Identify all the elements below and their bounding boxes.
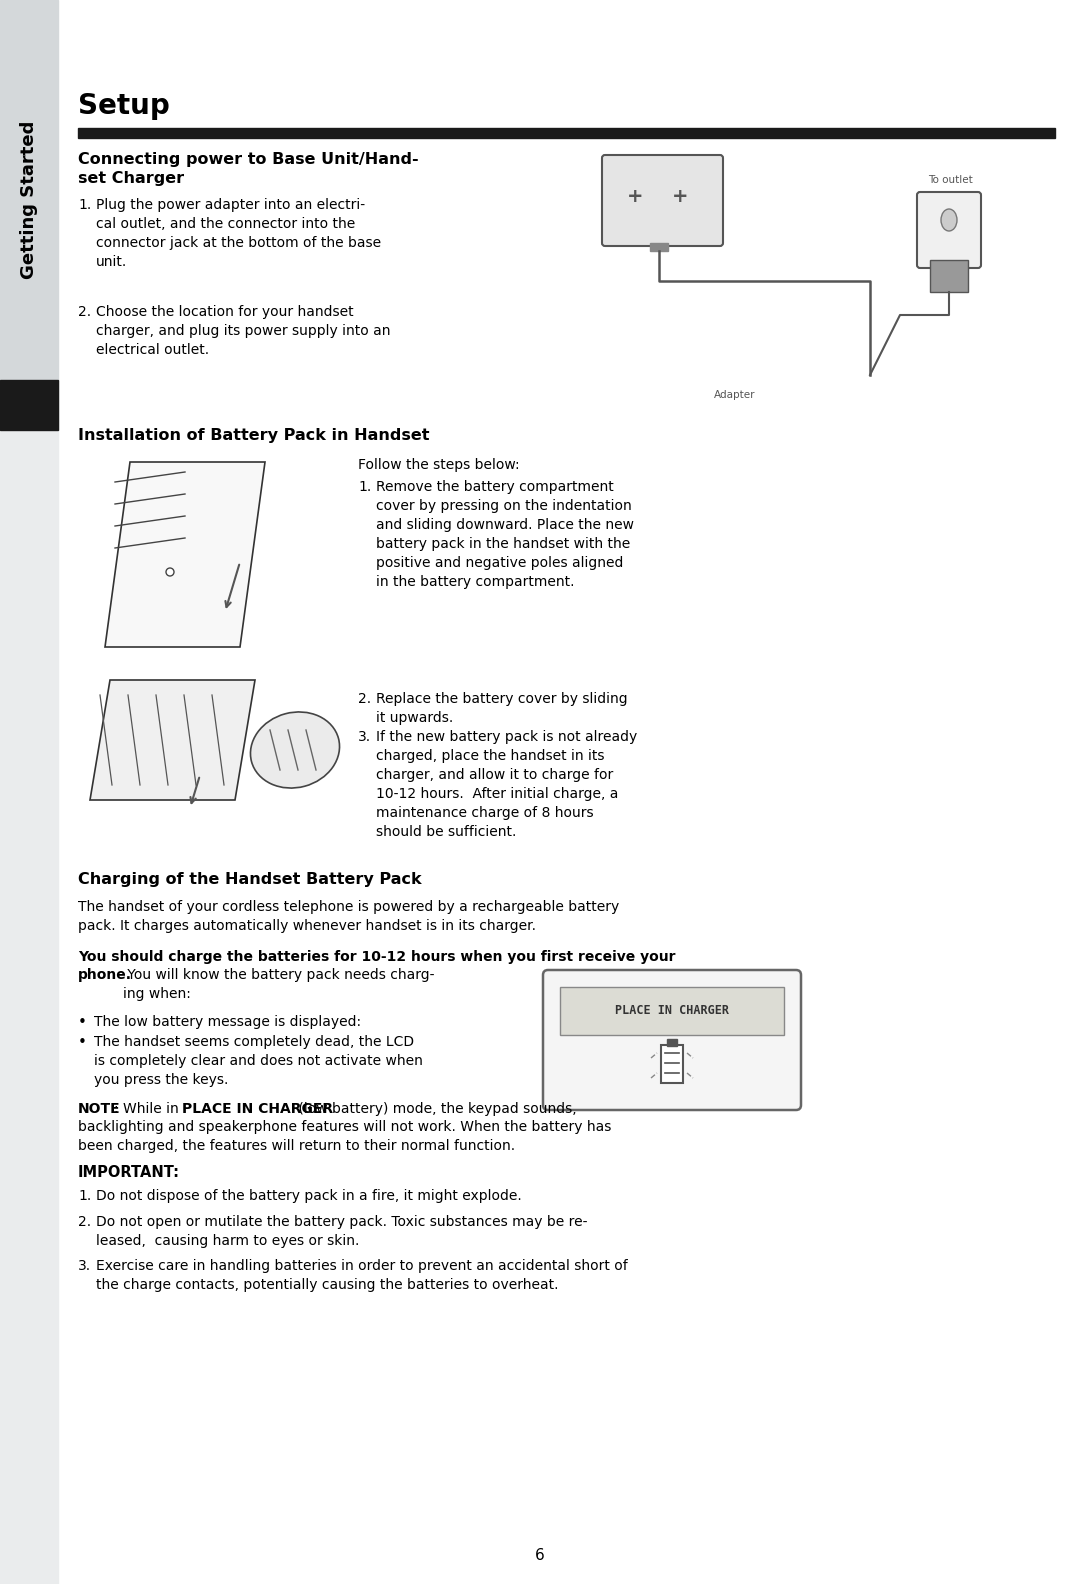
Text: phone.: phone. xyxy=(78,968,132,982)
Text: 3.: 3. xyxy=(78,1259,91,1274)
Text: 1.: 1. xyxy=(78,1190,91,1202)
Text: IMPORTANT:: IMPORTANT: xyxy=(78,1164,180,1180)
Text: The low battery message is displayed:: The low battery message is displayed: xyxy=(94,1015,361,1030)
Bar xyxy=(0,380,58,429)
Text: Replace the battery cover by sliding
it upwards.: Replace the battery cover by sliding it … xyxy=(376,692,627,725)
Text: Charging of the Handset Battery Pack: Charging of the Handset Battery Pack xyxy=(78,873,421,887)
Text: 1.: 1. xyxy=(357,480,372,494)
Text: 2.: 2. xyxy=(357,692,372,706)
Text: 2.: 2. xyxy=(78,1215,91,1229)
FancyBboxPatch shape xyxy=(602,155,723,246)
Text: 2.: 2. xyxy=(78,306,91,318)
Text: Setup: Setup xyxy=(78,92,170,120)
Text: 1.: 1. xyxy=(78,198,91,212)
Text: 3.: 3. xyxy=(357,730,372,744)
Polygon shape xyxy=(90,680,255,800)
Text: : While in: : While in xyxy=(114,1102,184,1117)
Text: •: • xyxy=(78,1034,86,1050)
Text: Remove the battery compartment
cover by pressing on the indentation
and sliding : Remove the battery compartment cover by … xyxy=(376,480,634,589)
Text: •: • xyxy=(78,1015,86,1030)
Text: 6: 6 xyxy=(535,1548,545,1563)
Text: +: + xyxy=(626,187,644,206)
Bar xyxy=(650,242,669,250)
Text: (low battery) mode, the keypad sounds,: (low battery) mode, the keypad sounds, xyxy=(294,1102,577,1117)
Text: Installation of Battery Pack in Handset: Installation of Battery Pack in Handset xyxy=(78,428,430,444)
Ellipse shape xyxy=(941,209,957,231)
Text: backlighting and speakerphone features will not work. When the battery has
been : backlighting and speakerphone features w… xyxy=(78,1120,611,1153)
Text: Do not dispose of the battery pack in a fire, it might explode.: Do not dispose of the battery pack in a … xyxy=(96,1190,522,1202)
Circle shape xyxy=(166,569,174,577)
Text: Adapter: Adapter xyxy=(714,390,756,401)
Bar xyxy=(0,429,58,1584)
FancyBboxPatch shape xyxy=(543,969,801,1110)
Text: Connecting power to Base Unit/Hand-
set Charger: Connecting power to Base Unit/Hand- set … xyxy=(78,152,419,187)
Bar xyxy=(0,0,58,429)
Text: To outlet: To outlet xyxy=(928,174,972,185)
Text: PLACE IN CHARGER: PLACE IN CHARGER xyxy=(183,1102,333,1117)
Polygon shape xyxy=(105,463,265,646)
Text: Getting Started: Getting Started xyxy=(21,120,38,279)
Text: Follow the steps below:: Follow the steps below: xyxy=(357,458,519,472)
Text: Exercise care in handling batteries in order to prevent an accidental short of
t: Exercise care in handling batteries in o… xyxy=(96,1259,627,1293)
Text: +: + xyxy=(672,187,688,206)
Text: You will know the battery pack needs charg-
ing when:: You will know the battery pack needs cha… xyxy=(123,968,434,1001)
Bar xyxy=(667,1039,677,1045)
Ellipse shape xyxy=(251,711,339,789)
Text: The handset of your cordless telephone is powered by a rechargeable battery
pack: The handset of your cordless telephone i… xyxy=(78,900,619,933)
Text: Do not open or mutilate the battery pack. Toxic substances may be re-
leased,  c: Do not open or mutilate the battery pack… xyxy=(96,1215,588,1248)
Text: NOTE: NOTE xyxy=(78,1102,121,1117)
Text: The handset seems completely dead, the LCD
is completely clear and does not acti: The handset seems completely dead, the L… xyxy=(94,1034,423,1087)
Text: If the new battery pack is not already
charged, place the handset in its
charger: If the new battery pack is not already c… xyxy=(376,730,637,840)
Text: Choose the location for your handset
charger, and plug its power supply into an
: Choose the location for your handset cha… xyxy=(96,306,391,356)
Text: PLACE IN CHARGER: PLACE IN CHARGER xyxy=(615,1004,729,1017)
Text: Plug the power adapter into an electri-
cal outlet, and the connector into the
c: Plug the power adapter into an electri- … xyxy=(96,198,381,269)
Bar xyxy=(661,1045,683,1083)
Bar xyxy=(78,128,1055,138)
Bar xyxy=(930,260,968,291)
Text: You should charge the batteries for 10-12 hours when you first receive your: You should charge the batteries for 10-1… xyxy=(78,950,675,965)
FancyBboxPatch shape xyxy=(917,192,981,268)
Bar xyxy=(561,987,784,1034)
